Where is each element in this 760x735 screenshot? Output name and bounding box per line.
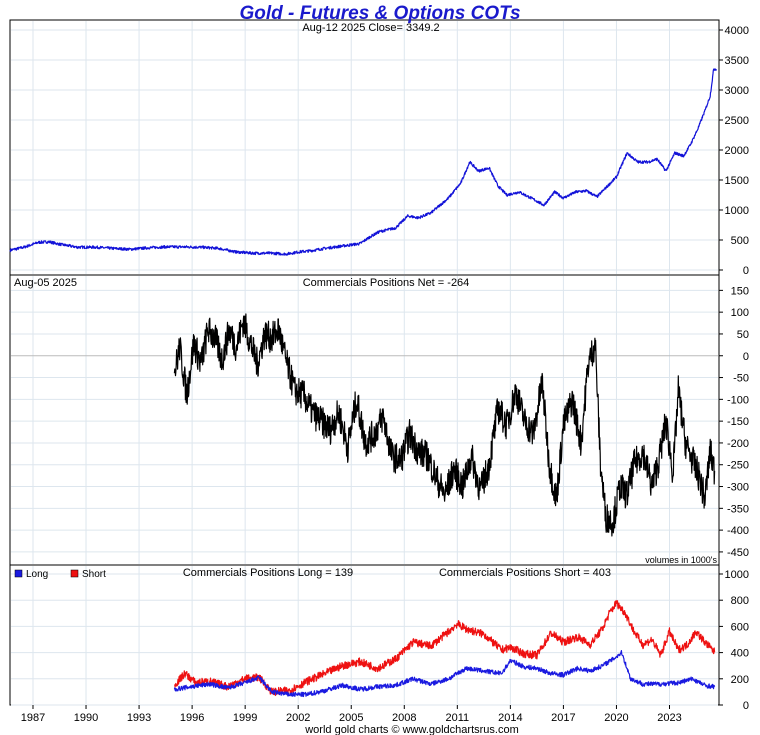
x-tick-label: 2011	[445, 712, 469, 724]
long-positions-line	[173, 650, 716, 698]
y-tick-label: 50	[737, 329, 749, 341]
volume-note: volumes in 1000's	[645, 555, 717, 565]
x-tick-label: 1999	[233, 712, 257, 724]
x-tick-label: 1990	[74, 712, 98, 724]
legend-short-label: Short	[82, 569, 106, 580]
y-tick-label: 1500	[725, 175, 749, 187]
x-tick-label: 2020	[604, 712, 628, 724]
y-tick-label: 3000	[725, 85, 749, 97]
footer-credit: world gold charts © www.goldchartsrus.co…	[304, 724, 519, 735]
y-tick-label: -250	[727, 460, 749, 472]
y-tick-label: 200	[731, 674, 749, 686]
legend-long-swatch	[14, 569, 23, 578]
legend-short-swatch	[70, 569, 79, 578]
y-tick-label: 1000	[725, 205, 749, 217]
y-tick-label: 1000	[725, 569, 749, 581]
net-positions-line	[173, 313, 716, 537]
y-tick-label: 2000	[725, 145, 749, 157]
y-tick-label: -400	[727, 525, 749, 537]
net-header: Commercials Positions Net = -264	[303, 277, 470, 289]
x-tick-label: 2017	[551, 712, 575, 724]
y-tick-label: 150	[731, 285, 749, 297]
x-tick-label: 2005	[339, 712, 363, 724]
y-tick-label: -450	[727, 547, 749, 559]
y-tick-label: 600	[731, 621, 749, 633]
chart-title: Gold - Futures & Options COTs	[239, 3, 520, 24]
x-tick-label: 1987	[21, 712, 45, 724]
x-tick-label: 2014	[498, 712, 522, 724]
y-tick-label: 0	[743, 351, 749, 363]
net-panel	[9, 274, 720, 566]
x-tick-label: 2008	[392, 712, 416, 724]
y-tick-label: 4000	[725, 25, 749, 37]
y-tick-label: -100	[727, 394, 749, 406]
long-short-panel	[9, 564, 720, 706]
long-header: Commercials Positions Long = 139	[183, 567, 353, 579]
y-tick-label: 100	[731, 307, 749, 319]
x-tick-label: 2002	[286, 712, 310, 724]
y-tick-label: 3500	[725, 55, 749, 67]
y-tick-label: 0	[743, 700, 749, 712]
x-tick-label: 1993	[127, 712, 151, 724]
y-tick-label: 0	[743, 265, 749, 277]
legend-long-label: Long	[26, 569, 48, 580]
y-tick-label: 500	[731, 235, 749, 247]
x-tick-label: 2023	[657, 712, 681, 724]
short-header: Commercials Positions Short = 403	[439, 567, 611, 579]
y-tick-label: -350	[727, 503, 749, 515]
y-tick-label: 2500	[725, 115, 749, 127]
net-date-label: Aug-05 2025	[14, 277, 77, 289]
y-tick-label: 400	[731, 648, 749, 660]
price-panel	[9, 19, 720, 276]
x-tick-label: 1996	[180, 712, 204, 724]
y-tick-label: 800	[731, 595, 749, 607]
price-header: Aug-12 2025 Close= 3349.2	[302, 22, 439, 34]
y-tick-label: -50	[733, 373, 749, 385]
y-tick-label: -150	[727, 416, 749, 428]
y-tick-label: -300	[727, 482, 749, 494]
y-tick-label: -200	[727, 438, 749, 450]
price-line	[9, 68, 717, 256]
